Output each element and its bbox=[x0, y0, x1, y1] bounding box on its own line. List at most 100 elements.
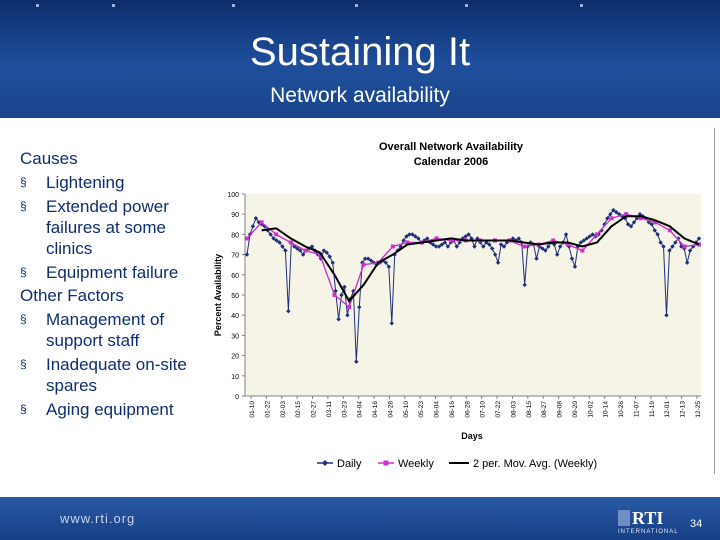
data-point-weekly bbox=[565, 242, 570, 247]
data-point-daily bbox=[670, 244, 675, 249]
x-tick-label: 07-22 bbox=[495, 401, 502, 418]
x-tick-label: 08-27 bbox=[541, 401, 548, 418]
cause-item: § Extended power failures at some clinics bbox=[20, 196, 198, 259]
rti-logo: RTI INTERNATIONAL bbox=[618, 507, 678, 537]
data-point-weekly bbox=[303, 248, 308, 253]
data-point-daily bbox=[534, 256, 539, 261]
bullet-marker-icon: § bbox=[20, 199, 27, 213]
data-point-daily bbox=[324, 250, 329, 255]
slide-title: Sustaining It bbox=[249, 30, 471, 74]
data-point-daily bbox=[410, 232, 415, 237]
data-point-daily bbox=[581, 238, 586, 243]
data-point-daily bbox=[454, 244, 459, 249]
x-tick-label: 09-20 bbox=[572, 401, 579, 418]
plot-layer: 0 10 20 30 40 50 60 70 80 90 100 01-10 01-22 02-03 02-… bbox=[227, 192, 702, 418]
cause-item-label: Equipment failure bbox=[46, 263, 179, 282]
data-point-daily bbox=[342, 284, 347, 290]
x-tick-label: 11-19 bbox=[649, 401, 656, 418]
y-tick-label: 10 bbox=[231, 374, 239, 381]
data-point-weekly bbox=[259, 220, 264, 225]
data-point-daily bbox=[679, 244, 684, 249]
y-tick-label: 0 bbox=[235, 394, 239, 401]
x-tick-label: 09-08 bbox=[557, 401, 564, 418]
x-axis-label: Days bbox=[461, 431, 483, 441]
data-point-daily bbox=[404, 234, 409, 239]
x-tick-label: 04-04 bbox=[357, 401, 364, 418]
y-tick-label: 50 bbox=[231, 293, 239, 300]
data-point-daily bbox=[481, 244, 486, 249]
factor-item: § Management of support staff bbox=[20, 309, 198, 351]
data-point-daily bbox=[501, 244, 507, 249]
legend-marker-daily bbox=[322, 460, 328, 466]
series-line-2 bbox=[261, 215, 700, 303]
y-tick-label: 20 bbox=[231, 354, 239, 361]
bullet-marker-icon: § bbox=[20, 265, 27, 279]
data-point-daily bbox=[625, 222, 631, 227]
legend-label-moving-average: 2 per. Mov. Avg. (Weekly) bbox=[473, 458, 597, 470]
data-point-daily bbox=[608, 212, 613, 217]
footer-url: www.rti.org bbox=[60, 511, 136, 526]
bullet-marker-icon: § bbox=[20, 402, 27, 416]
data-point-weekly bbox=[594, 232, 599, 237]
data-point-daily bbox=[463, 234, 468, 239]
data-point-weekly bbox=[667, 228, 672, 233]
cause-item: § Equipment failure bbox=[20, 262, 198, 283]
slide-header: Sustaining It Network availability bbox=[0, 0, 720, 118]
factor-item-label: Management of support staff bbox=[46, 310, 165, 350]
data-point-daily bbox=[664, 313, 669, 318]
x-tick-label: 08-03 bbox=[510, 401, 517, 418]
x-tick-label: 10-02 bbox=[587, 401, 594, 418]
data-point-weekly bbox=[405, 240, 410, 245]
header-dot bbox=[232, 4, 235, 7]
data-point-daily bbox=[436, 244, 442, 249]
y-tick-label: 30 bbox=[231, 333, 239, 340]
data-point-weekly bbox=[522, 244, 527, 249]
data-point-daily bbox=[339, 292, 344, 298]
cause-item: § Lightening bbox=[20, 172, 198, 193]
data-point-weekly bbox=[449, 238, 454, 243]
data-point-daily bbox=[389, 321, 394, 326]
data-point-weekly bbox=[609, 216, 614, 221]
legend-marker-weekly bbox=[383, 460, 389, 466]
header-dot bbox=[36, 4, 39, 7]
plot-area bbox=[245, 194, 701, 396]
legend-label-weekly: Weekly bbox=[398, 458, 434, 470]
rti-logo-text: RTI bbox=[632, 508, 664, 528]
data-point-daily bbox=[439, 242, 445, 247]
data-point-daily bbox=[655, 232, 660, 237]
data-point-daily bbox=[259, 222, 264, 227]
data-point-weekly bbox=[653, 220, 658, 225]
factor-item: § Inadequate on-site spares bbox=[20, 354, 198, 396]
data-point-daily bbox=[425, 236, 430, 241]
data-point-daily bbox=[253, 216, 259, 221]
x-tick-label: 02-15 bbox=[295, 401, 302, 418]
factor-item: § Aging equipment bbox=[20, 399, 198, 420]
data-point-daily bbox=[327, 254, 332, 259]
data-point-weekly bbox=[245, 236, 249, 241]
x-tick-label: 01-10 bbox=[249, 401, 256, 418]
data-point-daily bbox=[510, 236, 516, 241]
data-point-daily bbox=[490, 246, 495, 251]
data-point-daily bbox=[652, 228, 657, 233]
slide-subtitle: Network availability bbox=[270, 84, 450, 107]
header-dot bbox=[580, 4, 583, 7]
data-point-daily bbox=[277, 240, 282, 245]
data-point-daily bbox=[433, 244, 439, 249]
data-point-weekly bbox=[624, 212, 629, 217]
data-point-weekly bbox=[361, 262, 366, 267]
data-point-daily bbox=[274, 238, 279, 243]
x-tick-label: 04-28 bbox=[387, 401, 394, 418]
data-point-daily bbox=[407, 232, 412, 237]
x-tick-label: 06-04 bbox=[434, 401, 441, 418]
header-dot bbox=[465, 4, 468, 7]
data-point-daily bbox=[611, 207, 616, 213]
data-point-daily bbox=[554, 252, 560, 257]
data-point-daily bbox=[383, 260, 389, 265]
x-tick-label: 12-25 bbox=[695, 401, 702, 418]
data-point-daily bbox=[696, 236, 702, 241]
data-point-weekly bbox=[288, 240, 293, 245]
x-tick-label: 03-11 bbox=[326, 401, 333, 418]
data-point-daily bbox=[268, 232, 273, 237]
data-point-daily bbox=[330, 260, 335, 265]
x-tick-label: 10-26 bbox=[618, 401, 625, 418]
